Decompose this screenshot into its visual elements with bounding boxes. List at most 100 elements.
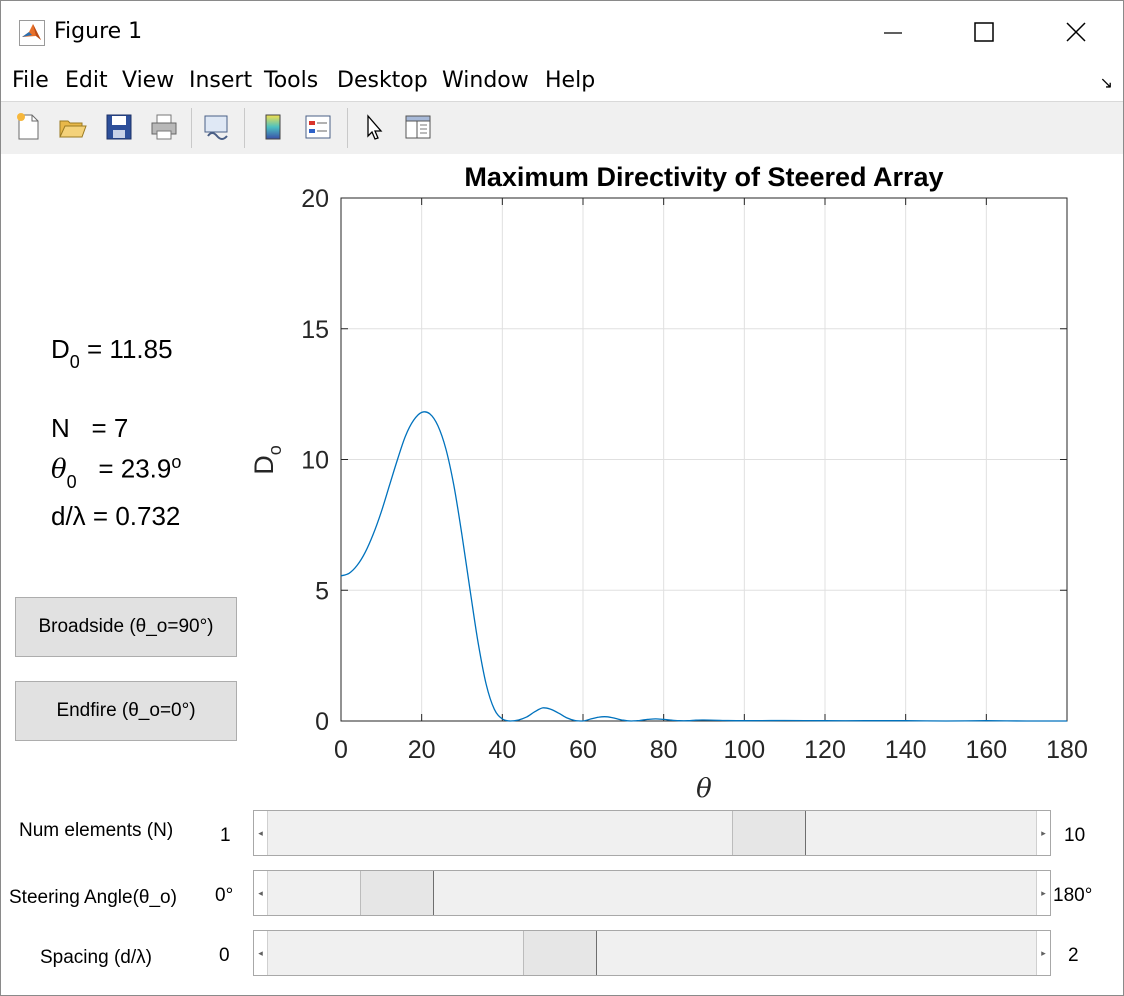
property-inspector-icon <box>405 115 431 139</box>
plot-title: Maximum Directivity of Steered Array <box>464 162 943 192</box>
slider-n-right-arrow-icon[interactable]: ▸ <box>1036 811 1050 855</box>
theta-value: = 23.9 <box>98 453 172 484</box>
slider-n-left-arrow-icon[interactable]: ◂ <box>254 811 268 855</box>
minimize-button[interactable] <box>870 11 916 53</box>
y-tick-label: 15 <box>301 316 329 344</box>
d0-readout: D0 = 11.85 <box>51 334 173 373</box>
link-plot-button[interactable] <box>200 110 234 144</box>
x-tick-label: 80 <box>650 736 678 764</box>
close-icon <box>1066 22 1086 42</box>
slider-spacing-max: 2 <box>1068 945 1079 966</box>
x-tick-label: 60 <box>569 736 597 764</box>
slider-spacing-right-arrow-icon[interactable]: ▸ <box>1036 931 1050 975</box>
slider-n-min: 1 <box>220 825 231 846</box>
close-button[interactable] <box>1053 11 1099 53</box>
menu-dock-arrow-icon[interactable]: ↘ <box>1099 75 1113 92</box>
slider-spacing-left-arrow-icon[interactable]: ◂ <box>254 931 268 975</box>
toolbar <box>1 101 1123 155</box>
d0-value: = 11.85 <box>79 334 173 364</box>
y-tick-label: 10 <box>301 447 329 475</box>
theta-label: θ <box>51 454 67 485</box>
new-figure-icon <box>17 113 39 140</box>
x-tick-label: 120 <box>804 736 846 764</box>
slider-spacing[interactable]: ◂ ▸ <box>253 930 1051 976</box>
open-file-button[interactable] <box>55 110 89 144</box>
edit-plot-pointer-icon <box>367 114 383 140</box>
legend-icon <box>305 115 331 139</box>
menu-help[interactable]: Help <box>545 68 596 93</box>
colorbar-icon <box>265 114 281 140</box>
n-value: = 7 <box>91 413 129 443</box>
y-axis-label-sub: o <box>265 445 285 455</box>
save-button[interactable] <box>102 110 136 144</box>
menu-window[interactable]: Window <box>442 68 529 93</box>
matlab-icon <box>19 20 45 46</box>
slider-n-label: Num elements (N) <box>19 820 174 841</box>
directivity-curve <box>340 411 1067 722</box>
toolbar-separator <box>347 108 348 148</box>
slider-spacing-thumb[interactable] <box>522 931 597 975</box>
theta-readout: θ0 = 23.9o <box>51 452 181 492</box>
spacing-readout: d/λ = 0.732 <box>51 501 181 531</box>
toolbar-separator <box>244 108 245 148</box>
slider-num-elements[interactable]: ◂ ▸ <box>253 810 1051 856</box>
y-tick-label: 5 <box>315 577 329 605</box>
d0-sub: 0 <box>69 352 80 373</box>
slider-theta-min: 0° <box>215 885 234 906</box>
figure-canvas: D0 = 11.85 N = 7 θ0 = 23.9o d/λ = 0.732 … <box>1 154 1123 995</box>
new-figure-button[interactable] <box>11 110 45 144</box>
menu-edit[interactable]: Edit <box>65 68 108 93</box>
window-title: Figure 1 <box>54 19 143 44</box>
slider-theta-max: 180° <box>1053 885 1093 906</box>
x-tick-label: 20 <box>408 736 436 764</box>
endfire-button[interactable]: Endfire (θ_o=0°) <box>15 681 237 741</box>
plot-grid <box>340 197 1068 722</box>
x-tick-label: 100 <box>723 736 765 764</box>
y-axis-ticks: 0 5 10 15 20 <box>301 185 1067 736</box>
menu-tools[interactable]: Tools <box>264 68 319 93</box>
x-tick-label: 160 <box>965 736 1007 764</box>
x-tick-label: 40 <box>488 736 516 764</box>
link-plot-icon <box>204 115 228 140</box>
menu-file[interactable]: File <box>12 68 49 93</box>
directivity-plot: 0 20 40 60 80 100 120 140 160 180 0 5 10 15 20 Maximu… <box>249 162 1088 804</box>
x-tick-label: 180 <box>1046 736 1088 764</box>
slider-steering-angle[interactable]: ◂ ▸ <box>253 870 1051 916</box>
slider-theta-right-arrow-icon[interactable]: ▸ <box>1036 871 1050 915</box>
broadside-button[interactable]: Broadside (θ_o=90°) <box>15 597 237 657</box>
maximize-icon <box>974 22 994 42</box>
slider-theta-left-arrow-icon[interactable]: ◂ <box>254 871 268 915</box>
x-tick-label: 140 <box>885 736 927 764</box>
title-bar[interactable]: Figure 1 <box>1 1 1123 63</box>
x-tick-label: 0 <box>334 736 348 764</box>
slider-theta-thumb[interactable] <box>360 871 435 915</box>
print-button[interactable] <box>147 110 181 144</box>
minimize-icon <box>884 32 902 34</box>
d0-label: D <box>51 334 70 364</box>
x-axis-ticks: 0 20 40 60 80 100 120 140 160 180 <box>334 198 1088 764</box>
property-inspector-button[interactable] <box>401 110 435 144</box>
slider-n-thumb[interactable] <box>732 811 806 855</box>
slider-spacing-label: Spacing (d/λ) <box>40 947 152 968</box>
y-tick-label: 20 <box>301 185 329 213</box>
menu-insert[interactable]: Insert <box>189 68 253 93</box>
save-icon <box>106 114 132 140</box>
slider-spacing-min: 0 <box>219 945 230 966</box>
y-axis-label-group: Do <box>249 445 285 475</box>
menu-view[interactable]: View <box>122 68 175 93</box>
legend-button[interactable] <box>301 110 335 144</box>
n-label: N <box>51 413 70 443</box>
colorbar-button[interactable] <box>256 110 290 144</box>
slider-n-max: 10 <box>1064 825 1086 846</box>
n-readout: N = 7 <box>51 413 128 444</box>
print-icon <box>151 114 177 140</box>
y-tick-label: 0 <box>315 708 329 736</box>
maximize-button[interactable] <box>961 11 1007 53</box>
y-axis-label: Do <box>249 445 285 475</box>
menu-bar: File Edit View Insert Tools Desktop Wind… <box>1 63 1123 101</box>
edit-plot-button[interactable] <box>357 110 391 144</box>
slider-theta-label: Steering Angle(θ_o) <box>9 887 177 908</box>
menu-desktop[interactable]: Desktop <box>337 68 428 93</box>
theta-sub: 0 <box>66 471 77 492</box>
